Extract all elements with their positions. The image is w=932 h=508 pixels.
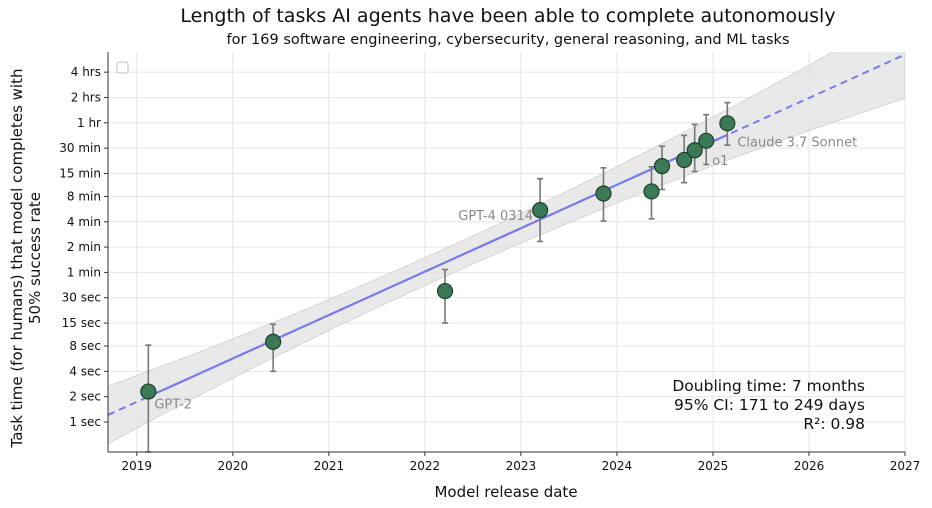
- y-tick-label: 1 sec: [69, 415, 101, 429]
- data-point: [676, 151, 693, 169]
- x-tick-label: 2020: [218, 459, 249, 473]
- point-label: Claude 3.7 Sonnet: [737, 135, 857, 150]
- data-point: [643, 183, 660, 200]
- y-axis-label-line1: Task time (for humans) that model comple…: [8, 69, 26, 449]
- y-tick-label: 8 min: [67, 189, 101, 203]
- stats-box: Doubling time: 7 months 95% CI: 171 to 2…: [672, 377, 865, 433]
- y-tick-label: 30 sec: [62, 291, 101, 305]
- r-squared-text: R²: 0.98: [803, 415, 865, 433]
- axes: [107, 52, 905, 453]
- data-point: [686, 142, 703, 159]
- y-tick-label: 1 min: [67, 265, 101, 279]
- x-tick-label: 2026: [794, 459, 825, 473]
- x-tick-label: 2022: [410, 459, 441, 473]
- y-tick-label: 8 sec: [69, 339, 101, 353]
- data-point: [698, 132, 715, 149]
- y-tick-label: 2 sec: [69, 390, 101, 404]
- x-tick-label: 2025: [698, 459, 729, 473]
- y-tick-label: 1 hr: [77, 116, 101, 130]
- y-tick-label: 2 min: [67, 240, 101, 254]
- chart-subtitle: for 169 software engineering, cybersecur…: [226, 32, 789, 48]
- data-point: [719, 115, 736, 132]
- data-point: [653, 158, 671, 175]
- data-point: [140, 383, 157, 400]
- x-tick-label: 2027: [890, 459, 921, 473]
- x-axis-ticks: 2019 2020 2021 2022 2023 2024 2025 2026 2027: [122, 452, 921, 473]
- y-tick-label: 30 min: [59, 141, 101, 155]
- chart-title: Length of tasks AI agents have been able…: [180, 5, 835, 27]
- y-tick-label: 4 hrs: [71, 65, 101, 79]
- data-point: [532, 202, 549, 219]
- y-tick-label: 4 min: [67, 215, 101, 229]
- legend-box: [116, 61, 129, 74]
- point-label: GPT-2: [154, 398, 192, 413]
- point-labels: GPT-2 GPT-4 0314 o1 Claude 3.7 Sonnet: [154, 135, 857, 412]
- y-axis-label: Task time (for humans) that model comple…: [8, 69, 44, 449]
- trend-line-fit: [147, 133, 728, 398]
- x-tick-label: 2024: [602, 459, 633, 473]
- data-point: [265, 333, 282, 350]
- x-tick-label: 2021: [314, 459, 345, 473]
- y-tick-label: 4 sec: [69, 364, 101, 378]
- y-axis-label-line2: 50% success rate: [26, 192, 44, 324]
- doubling-time-text: Doubling time: 7 months: [672, 377, 865, 395]
- data-point: [595, 185, 612, 202]
- x-tick-label: 2023: [506, 459, 537, 473]
- data-point: [436, 282, 454, 300]
- y-tick-label: 15 sec: [62, 316, 101, 330]
- y-tick-label: 15 min: [59, 166, 101, 180]
- point-label: GPT-4 0314: [458, 209, 533, 224]
- confidence-interval-text: 95% CI: 171 to 249 days: [674, 396, 865, 414]
- trend-line: [108, 53, 905, 416]
- x-tick-label: 2019: [122, 459, 153, 473]
- x-axis-label: Model release date: [434, 483, 577, 501]
- y-axis-ticks: 1 sec 2 sec 4 sec 8 sec 15 sec 30 sec 1 min 2 m…: [59, 65, 108, 429]
- data-points: [140, 115, 736, 400]
- y-tick-label: 2 hrs: [71, 90, 101, 104]
- point-label: o1: [712, 154, 728, 169]
